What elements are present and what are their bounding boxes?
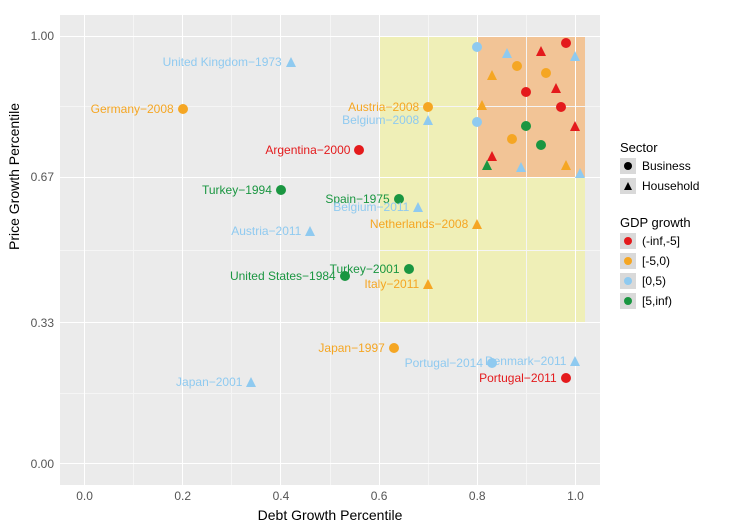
data-point [560,159,572,171]
y-tick-label: 0.00 [31,457,54,471]
legend-gdp-item: [0,5) [620,272,699,290]
y-tick-label: 1.00 [31,29,54,43]
data-point [569,355,581,367]
legend-label: Business [642,159,691,173]
legend-sector-item: Household [620,177,699,195]
data-point [275,184,287,196]
x-tick-label: 0.2 [174,489,191,503]
data-point [560,37,572,49]
data-point [471,116,483,128]
data-point [388,342,400,354]
data-point [515,161,527,173]
y-tick-label: 0.67 [31,170,54,184]
data-point [550,82,562,94]
data-point [535,45,547,57]
legend-swatch [620,178,636,194]
x-tick-label: 0.6 [371,489,388,503]
data-point [422,101,434,113]
chart-legend: Sector Business Household GDP growth (-inf,-… [620,140,699,312]
data-point [506,133,518,145]
legend-swatch [620,293,636,309]
legend-gdp-item: [-5,0) [620,252,699,270]
data-point [403,263,415,275]
legend-label: [0,5) [642,274,666,288]
legend-label: [-5,0) [642,254,670,268]
data-point [412,201,424,213]
data-point [353,144,365,156]
data-point [177,103,189,115]
x-tick-label: 0.0 [76,489,93,503]
legend-label: (-inf,-5] [642,234,680,248]
legend-sector-item: Business [620,157,699,175]
chart-container: United Kingdom−1973Germany−2008Austria−2… [0,0,756,518]
legend-gdp-title: GDP growth [620,215,699,230]
data-point [511,60,523,72]
data-point [476,99,488,111]
x-tick-label: 1.0 [567,489,584,503]
data-point [540,67,552,79]
legend-swatch [620,158,636,174]
legend-label: [5,inf) [642,294,672,308]
data-point [471,218,483,230]
data-point [555,101,567,113]
data-point [393,193,405,205]
legend-gdp-item: [5,inf) [620,292,699,310]
data-point [560,372,572,384]
data-point [520,120,532,132]
legend-sector-title: Sector [620,140,699,155]
legend-gdp-item: (-inf,-5] [620,232,699,250]
x-tick-label: 0.4 [273,489,290,503]
data-point [569,50,581,62]
legend-swatch [620,253,636,269]
x-axis-label: Debt Growth Percentile [258,507,403,523]
legend-label: Household [642,179,699,193]
data-point [569,120,581,132]
y-tick-label: 0.33 [31,316,54,330]
y-axis-label: Price Growth Percentile [6,103,22,250]
data-point [486,69,498,81]
data-point [285,56,297,68]
data-point [501,47,513,59]
data-point [422,278,434,290]
legend-swatch [620,233,636,249]
data-point [245,376,257,388]
data-point [486,357,498,369]
data-point [481,159,493,171]
data-point [535,139,547,151]
data-point [339,270,351,282]
data-point [422,114,434,126]
x-tick-label: 0.8 [469,489,486,503]
data-point [520,86,532,98]
data-point [574,167,586,179]
legend-swatch [620,273,636,289]
data-point [304,225,316,237]
data-point [471,41,483,53]
